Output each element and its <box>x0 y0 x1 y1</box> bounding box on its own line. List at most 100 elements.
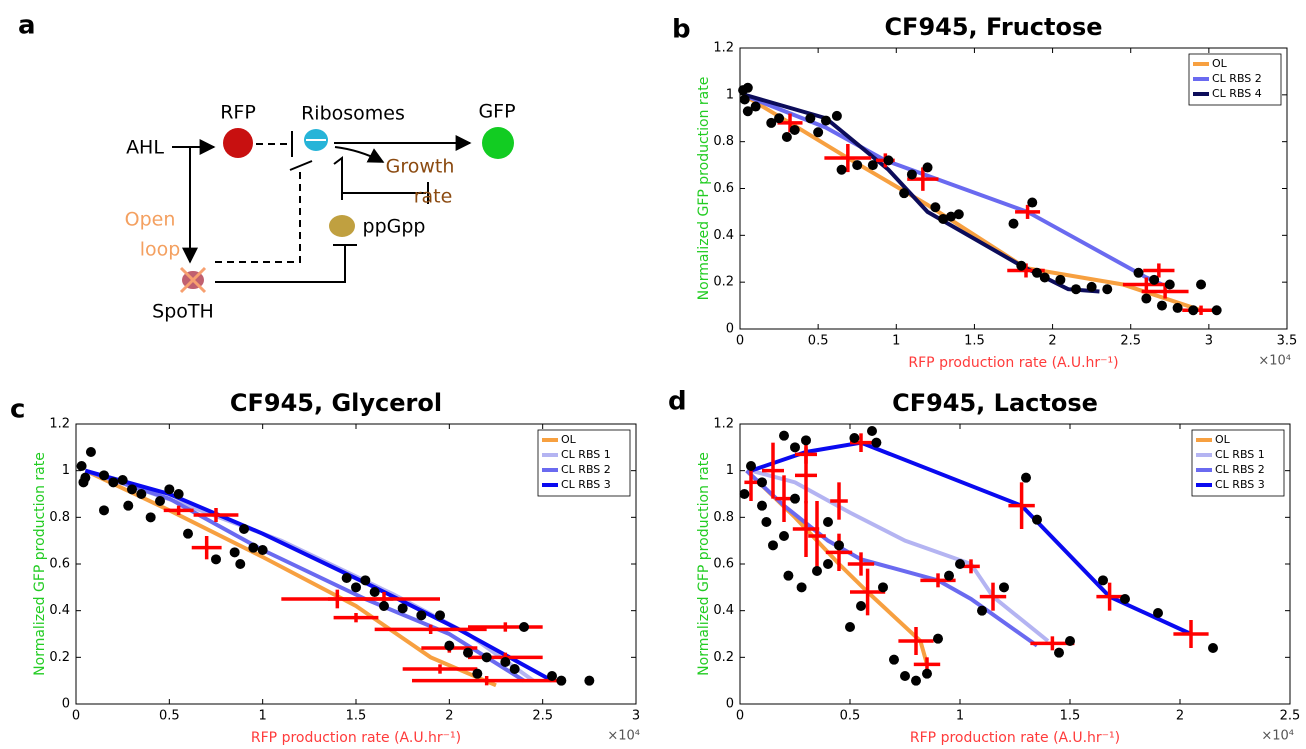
ppgpp-icon <box>329 215 355 237</box>
y-tick-label: 0.8 <box>713 510 734 525</box>
data-point <box>1141 293 1152 304</box>
y-axis-label: Normalized GFP production rate <box>32 452 48 676</box>
data-point <box>906 169 917 180</box>
data-point <box>1055 274 1066 285</box>
data-point <box>945 211 956 222</box>
data-point <box>123 500 134 511</box>
arrow <box>334 146 385 163</box>
data-point <box>1133 267 1144 278</box>
data-point <box>1102 284 1113 295</box>
data-point <box>556 675 567 686</box>
data-point <box>911 675 921 686</box>
data-point <box>117 475 128 485</box>
data-point <box>955 559 965 569</box>
x-tick-label: 2.5 <box>1280 709 1301 724</box>
data-point <box>900 671 910 681</box>
data-point <box>1153 608 1163 618</box>
node-label: ppGpp <box>363 216 426 238</box>
data-point <box>739 489 750 499</box>
node-label: loop <box>140 239 181 261</box>
data-point <box>1196 279 1207 290</box>
x-tick-label: 3 <box>632 709 640 724</box>
data-point <box>790 442 800 453</box>
data-point <box>783 570 794 581</box>
data-point <box>739 94 750 105</box>
data-point <box>742 82 753 93</box>
data-point <box>878 582 888 593</box>
y-tick-label: 0 <box>62 697 70 712</box>
data-point <box>99 505 109 516</box>
legend-label: CL RBS 2 <box>1212 72 1262 85</box>
data-point <box>1098 575 1108 586</box>
x-tick-label: 1 <box>892 334 900 349</box>
data-point <box>584 675 595 686</box>
y-tick-label: 1 <box>62 463 70 478</box>
data-point <box>849 433 860 443</box>
y-tick-label: 0.2 <box>713 275 734 290</box>
data-point <box>883 155 894 166</box>
cross-mark <box>179 266 207 294</box>
data-point <box>369 587 380 597</box>
x-tick-label: 2.5 <box>1120 334 1141 349</box>
data-point <box>1164 279 1175 290</box>
x-tick-label: 1.5 <box>1060 709 1081 724</box>
node-label: GFP <box>478 101 515 123</box>
data-point <box>742 106 753 117</box>
chart-title: CF945, Glycerol <box>230 389 442 417</box>
data-point <box>239 524 249 534</box>
y-axis-label: Normalized GFP production rate <box>696 452 712 676</box>
data-point <box>519 622 529 632</box>
y-tick-label: 0.4 <box>49 603 70 618</box>
data-point <box>99 470 109 481</box>
y-tick-label: 1 <box>726 87 734 102</box>
data-point <box>1086 281 1097 292</box>
legend-label: CL RBS 3 <box>1215 478 1265 491</box>
link <box>215 245 346 283</box>
data-point <box>938 213 949 224</box>
data-point <box>801 435 811 446</box>
y-tick-label: 0.4 <box>713 228 734 243</box>
data-point <box>164 484 175 495</box>
legend-label: CL RBS 4 <box>1212 87 1262 100</box>
y-tick-label: 0.6 <box>49 557 70 572</box>
data-point <box>779 430 789 441</box>
data-point <box>836 164 847 175</box>
series-line <box>84 468 497 688</box>
data-point <box>922 668 932 679</box>
x-tick-label: 1.5 <box>964 334 985 349</box>
data-point <box>351 582 361 593</box>
node-label: Ribosomes <box>301 103 405 125</box>
legend-label: OL <box>1215 433 1231 446</box>
data-point <box>768 540 778 551</box>
y-axis-label: Normalized GFP production rate <box>696 77 712 301</box>
node-label: AHL <box>126 137 164 159</box>
data-point <box>416 610 427 621</box>
plot-frame <box>75 423 637 705</box>
data-point <box>127 484 137 495</box>
data-point <box>1208 643 1218 653</box>
x-tick-label: 2 <box>1048 334 1056 349</box>
data-point <box>834 540 844 551</box>
data-point <box>761 517 772 527</box>
data-point <box>1156 300 1167 311</box>
data-point <box>774 113 785 124</box>
x-axis-label: RFP production rate (A.U.hr⁻¹) <box>251 730 461 746</box>
x-tick-label: 1.5 <box>346 709 367 724</box>
data-point <box>856 601 866 611</box>
x-tick-label: 1 <box>956 709 964 724</box>
chart-title: CF945, Lactose <box>892 389 1098 417</box>
legend-label: CL RBS 1 <box>561 448 611 461</box>
legend-label: OL <box>1212 57 1228 70</box>
data-point <box>820 115 831 126</box>
data-point <box>211 554 221 565</box>
legend-label: CL RBS 3 <box>561 478 611 491</box>
data-point <box>746 461 756 471</box>
data-point <box>463 647 473 658</box>
diagram <box>172 127 514 294</box>
data-point <box>944 570 954 581</box>
data-point <box>1172 302 1183 313</box>
data-point <box>229 547 240 558</box>
data-point <box>444 640 455 651</box>
panel-label: a <box>18 11 36 41</box>
data-point <box>852 160 863 171</box>
